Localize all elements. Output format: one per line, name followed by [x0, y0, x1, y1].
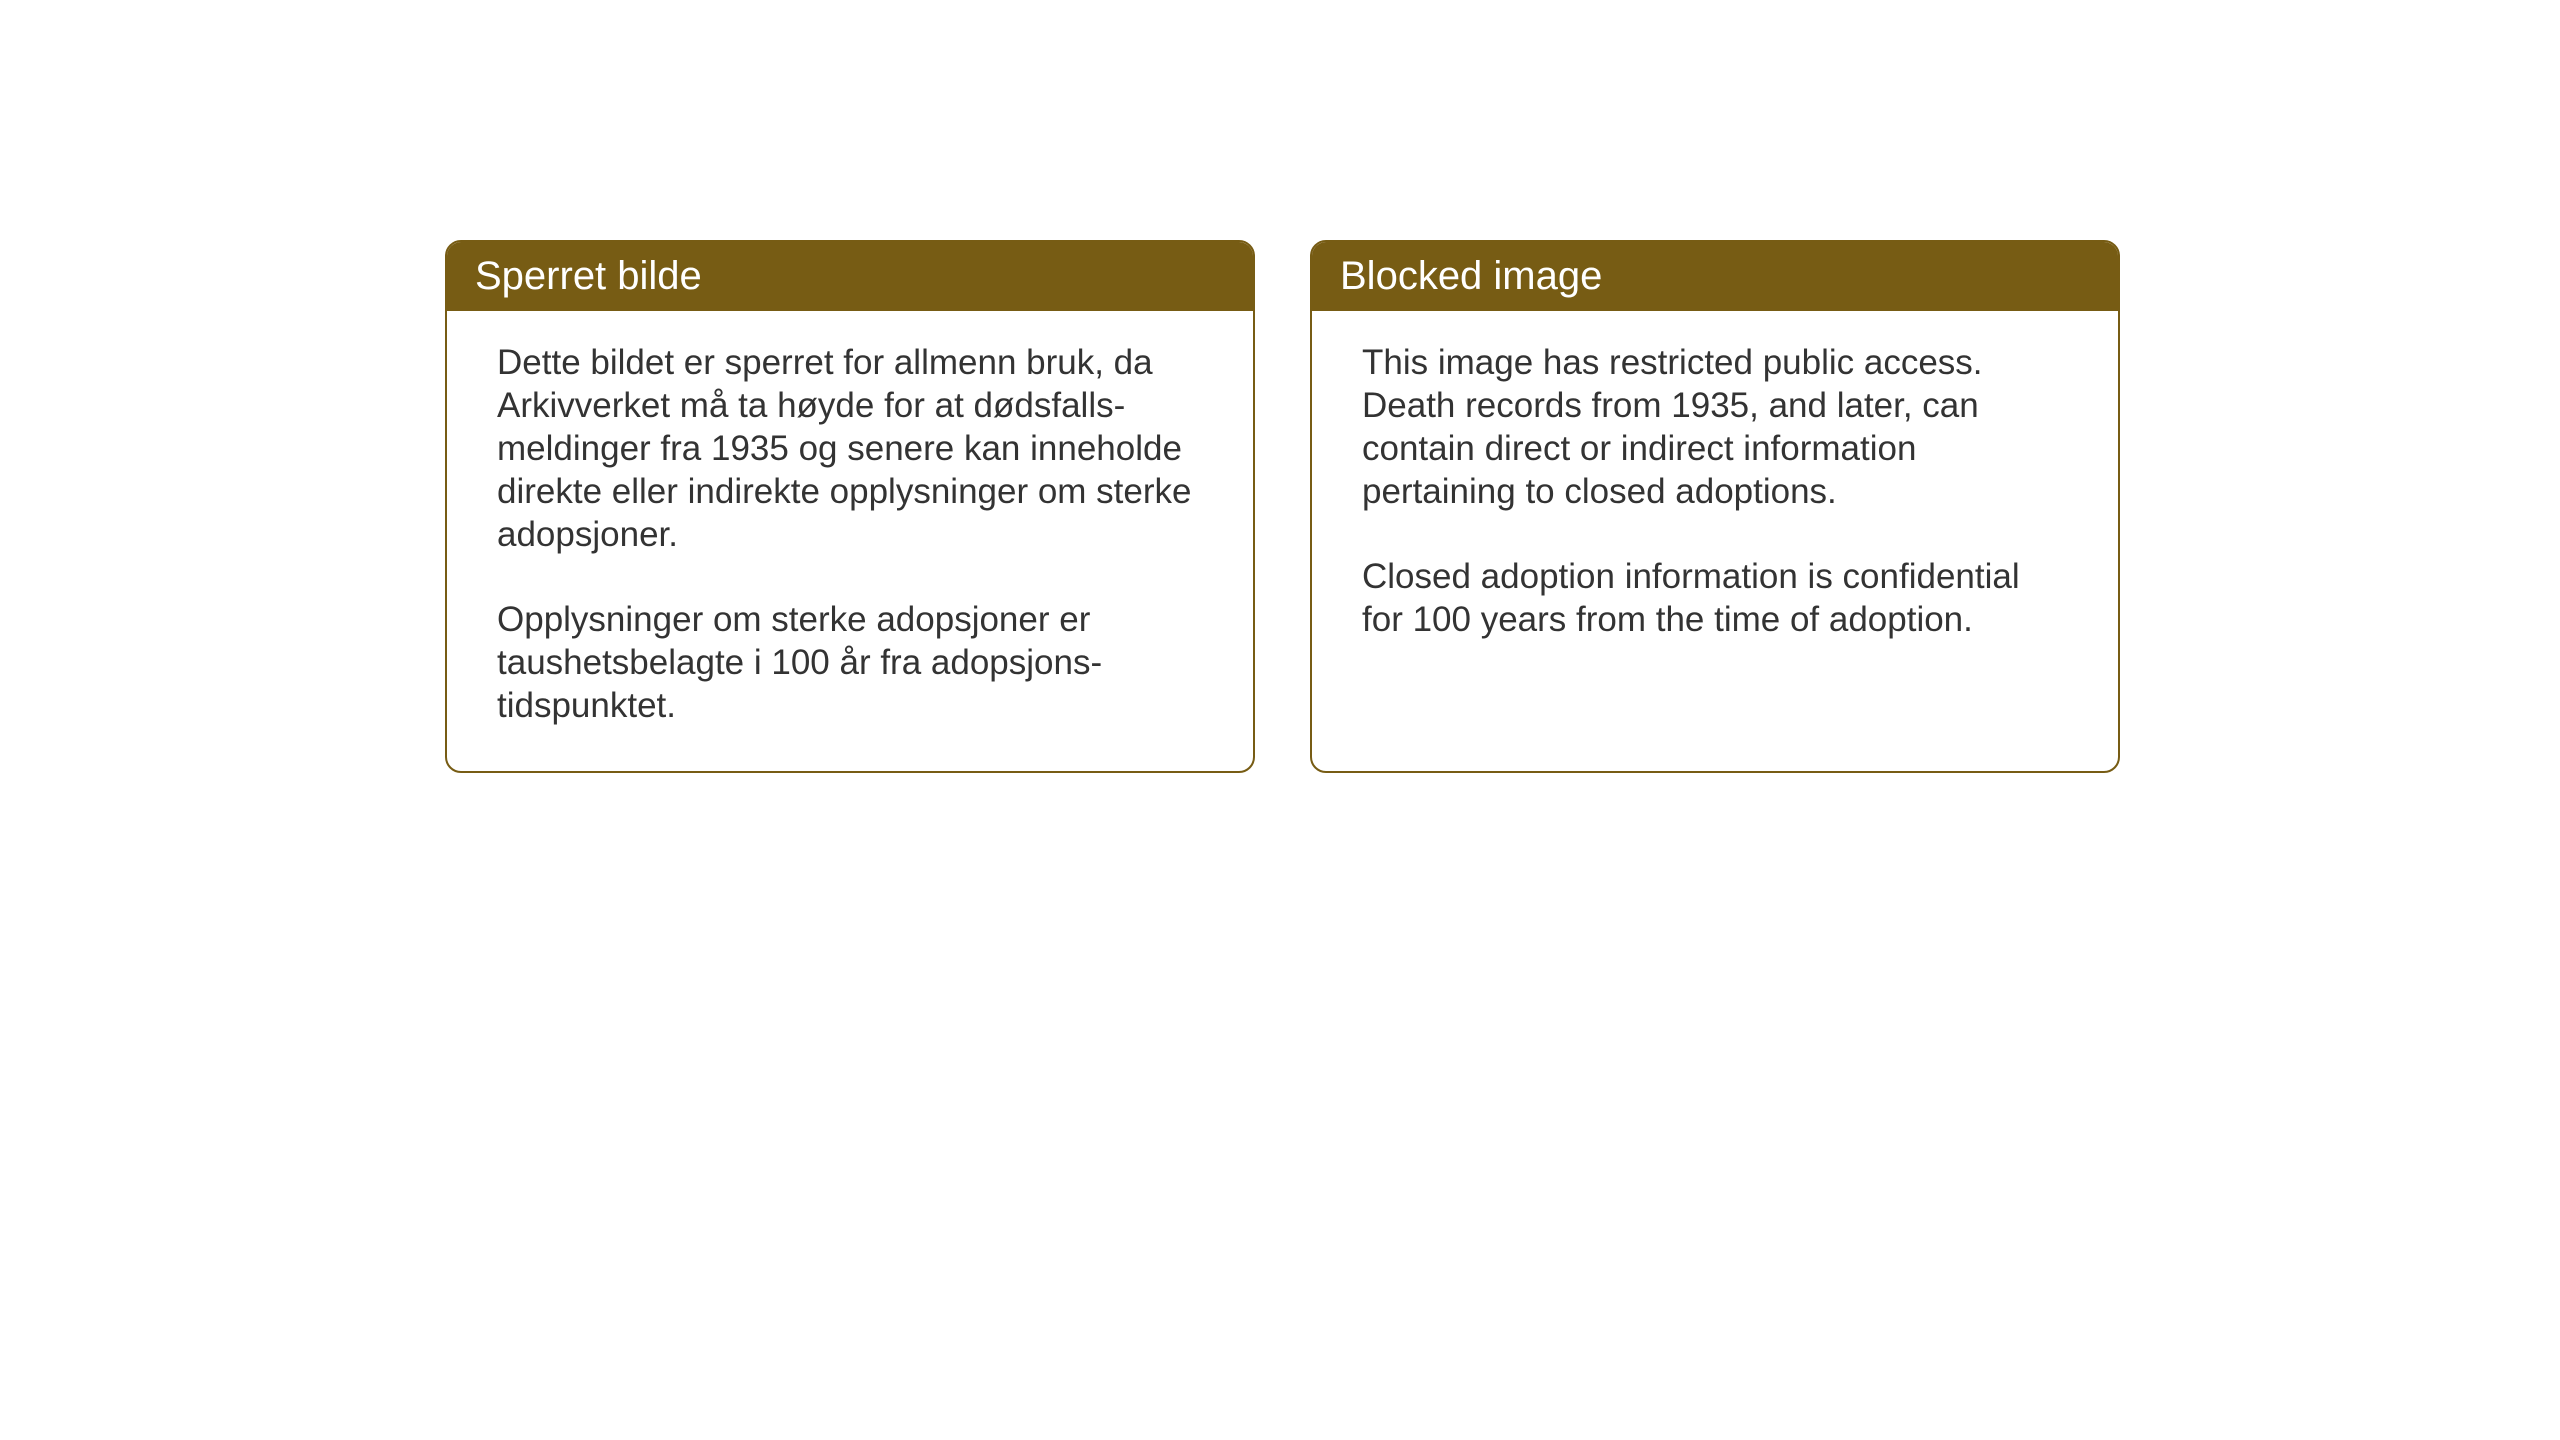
english-card: Blocked image This image has restricted … — [1310, 240, 2120, 773]
norwegian-card: Sperret bilde Dette bildet er sperret fo… — [445, 240, 1255, 773]
norwegian-paragraph-1: Dette bildet er sperret for allmenn bruk… — [497, 341, 1203, 556]
english-card-body: This image has restricted public access.… — [1312, 311, 2118, 685]
english-paragraph-1: This image has restricted public access.… — [1362, 341, 2068, 513]
norwegian-paragraph-2: Opplysninger om sterke adopsjoner er tau… — [497, 598, 1203, 727]
english-paragraph-2: Closed adoption information is confident… — [1362, 555, 2068, 641]
norwegian-card-title: Sperret bilde — [447, 242, 1253, 311]
english-card-title: Blocked image — [1312, 242, 2118, 311]
norwegian-card-body: Dette bildet er sperret for allmenn bruk… — [447, 311, 1253, 771]
notice-container: Sperret bilde Dette bildet er sperret fo… — [445, 240, 2120, 773]
